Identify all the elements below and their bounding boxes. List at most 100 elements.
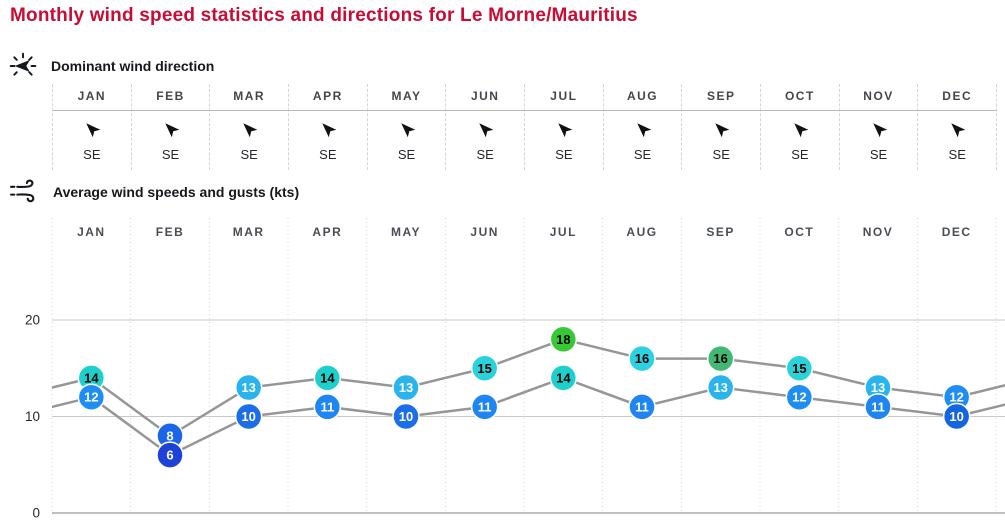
- wind-direction-arrow-icon: [86, 122, 101, 137]
- data-point-marker: [313, 393, 342, 421]
- speeds-section-title: Average wind speeds and gusts (kts): [53, 183, 300, 200]
- direction-cell: MAY SE: [368, 84, 447, 170]
- month-label: JAN: [77, 225, 106, 239]
- page-title: Monthly wind speed statistics and direct…: [10, 5, 638, 26]
- direction-label: SE: [555, 147, 573, 162]
- wind-direction-arrow: [132, 110, 210, 147]
- data-point-value: 13: [399, 380, 413, 395]
- month-label: NOV: [863, 89, 894, 103]
- wind-direction-arrow: [840, 110, 918, 147]
- month-label: SEP: [706, 89, 736, 103]
- data-point-value: 13: [713, 380, 727, 395]
- data-point-value: 11: [635, 399, 649, 414]
- data-point-marker: [470, 354, 499, 382]
- data-point-value: 10: [949, 409, 963, 424]
- data-point-value: 11: [871, 399, 885, 414]
- data-point-marker: [549, 364, 578, 392]
- data-point-marker: [706, 373, 735, 402]
- data-point-value: 8: [166, 428, 173, 443]
- wind-direction-arrow: [446, 110, 524, 147]
- data-point-marker: [313, 364, 342, 392]
- month-label: NOV: [863, 225, 894, 239]
- data-point-marker: [785, 354, 814, 382]
- direction-section-header: Dominant wind direction: [8, 51, 214, 81]
- wind-direction-arrow-icon: [794, 122, 809, 137]
- wind-direction-arrow: [210, 110, 288, 147]
- wind-direction-arrow-icon: [243, 122, 258, 137]
- month-label: APR: [312, 225, 342, 239]
- month-label: AUG: [626, 89, 659, 103]
- wind-vane-icon: [8, 51, 38, 81]
- direction-cell: SEP SE: [682, 84, 762, 170]
- data-point-value: 14: [84, 370, 99, 385]
- data-point-marker: [392, 373, 420, 402]
- month-label: OCT: [784, 89, 815, 103]
- dominant-wind-direction-table: JAN SE FEB SE MAR SE APR SE MAY SE JUN SE JUL SE AUG SE…: [52, 84, 998, 170]
- wind-speed-chart: JAN FEB MAR APR MAY JUN JUL AUG SEP OCT NOV DEC 0 10 2…: [25, 218, 1005, 521]
- data-point-value: 13: [871, 380, 885, 395]
- direction-cell: MAR SE: [210, 84, 290, 170]
- data-point-marker: [77, 383, 106, 411]
- wind-direction-arrow: [53, 110, 131, 147]
- wind-direction-arrow-icon: [479, 122, 494, 137]
- direction-label: SE: [948, 147, 966, 162]
- data-point-marker: [628, 344, 656, 373]
- month-label: JUL: [550, 225, 577, 239]
- data-point-value: 18: [556, 332, 570, 347]
- direction-label: SE: [397, 147, 416, 162]
- data-point-marker: [392, 402, 420, 431]
- wind-direction-arrow-icon: [872, 122, 887, 137]
- data-point-value: 6: [166, 448, 173, 463]
- data-point-marker: [234, 402, 263, 431]
- month-label: FEB: [156, 89, 185, 103]
- data-point-value: 14: [320, 370, 335, 385]
- data-point-marker: [470, 393, 499, 421]
- wind-direction-arrow: [918, 110, 996, 147]
- wind-direction-arrow-icon: [322, 122, 337, 137]
- month-label: MAR: [233, 89, 266, 103]
- direction-cell: FEB SE: [132, 84, 211, 170]
- month-label: JAN: [77, 89, 107, 103]
- data-point-value: 11: [320, 399, 334, 414]
- data-point-marker: [549, 325, 578, 354]
- data-point-marker: [706, 344, 735, 373]
- data-point-marker: [864, 393, 892, 421]
- series-line: [52, 337, 1005, 438]
- data-point-value: 16: [635, 351, 649, 366]
- data-point-marker: [156, 441, 184, 469]
- month-label: SEP: [706, 225, 735, 239]
- direction-label: SE: [161, 147, 180, 162]
- wind-direction-arrow-icon: [558, 122, 573, 137]
- y-axis-tick-label: 0: [32, 506, 40, 521]
- data-point-marker: [628, 393, 656, 421]
- month-label: JUN: [470, 225, 499, 239]
- month-label: DEC: [942, 225, 972, 239]
- month-label: MAR: [233, 225, 265, 239]
- direction-label: SE: [476, 147, 494, 162]
- month-label: OCT: [784, 225, 814, 239]
- direction-label: SE: [319, 147, 337, 162]
- wind-direction-arrow-icon: [951, 122, 966, 137]
- data-point-value: 15: [477, 361, 491, 376]
- month-label: MAY: [391, 225, 421, 239]
- data-point-marker: [234, 373, 263, 402]
- direction-label: SE: [869, 147, 888, 162]
- wind-direction-arrow: [525, 110, 603, 147]
- wind-direction-arrow: [604, 110, 682, 147]
- wind-direction-arrow-icon: [400, 122, 415, 137]
- month-label: APR: [312, 89, 343, 103]
- wind-direction-arrow: [368, 110, 446, 147]
- data-point-value: 10: [241, 409, 255, 424]
- direction-cell: DEC SE: [918, 84, 998, 170]
- direction-label: SE: [633, 147, 652, 162]
- table-divider: [53, 110, 997, 111]
- direction-label: SE: [83, 147, 101, 162]
- y-axis-tick-label: 20: [25, 313, 40, 328]
- data-point-marker: [785, 383, 814, 411]
- direction-cell: AUG SE: [604, 84, 683, 170]
- direction-cell: JUL SE: [525, 84, 604, 170]
- direction-label: SE: [240, 147, 258, 162]
- wind-direction-arrow-icon: [636, 122, 651, 137]
- data-point-value: 13: [241, 380, 255, 395]
